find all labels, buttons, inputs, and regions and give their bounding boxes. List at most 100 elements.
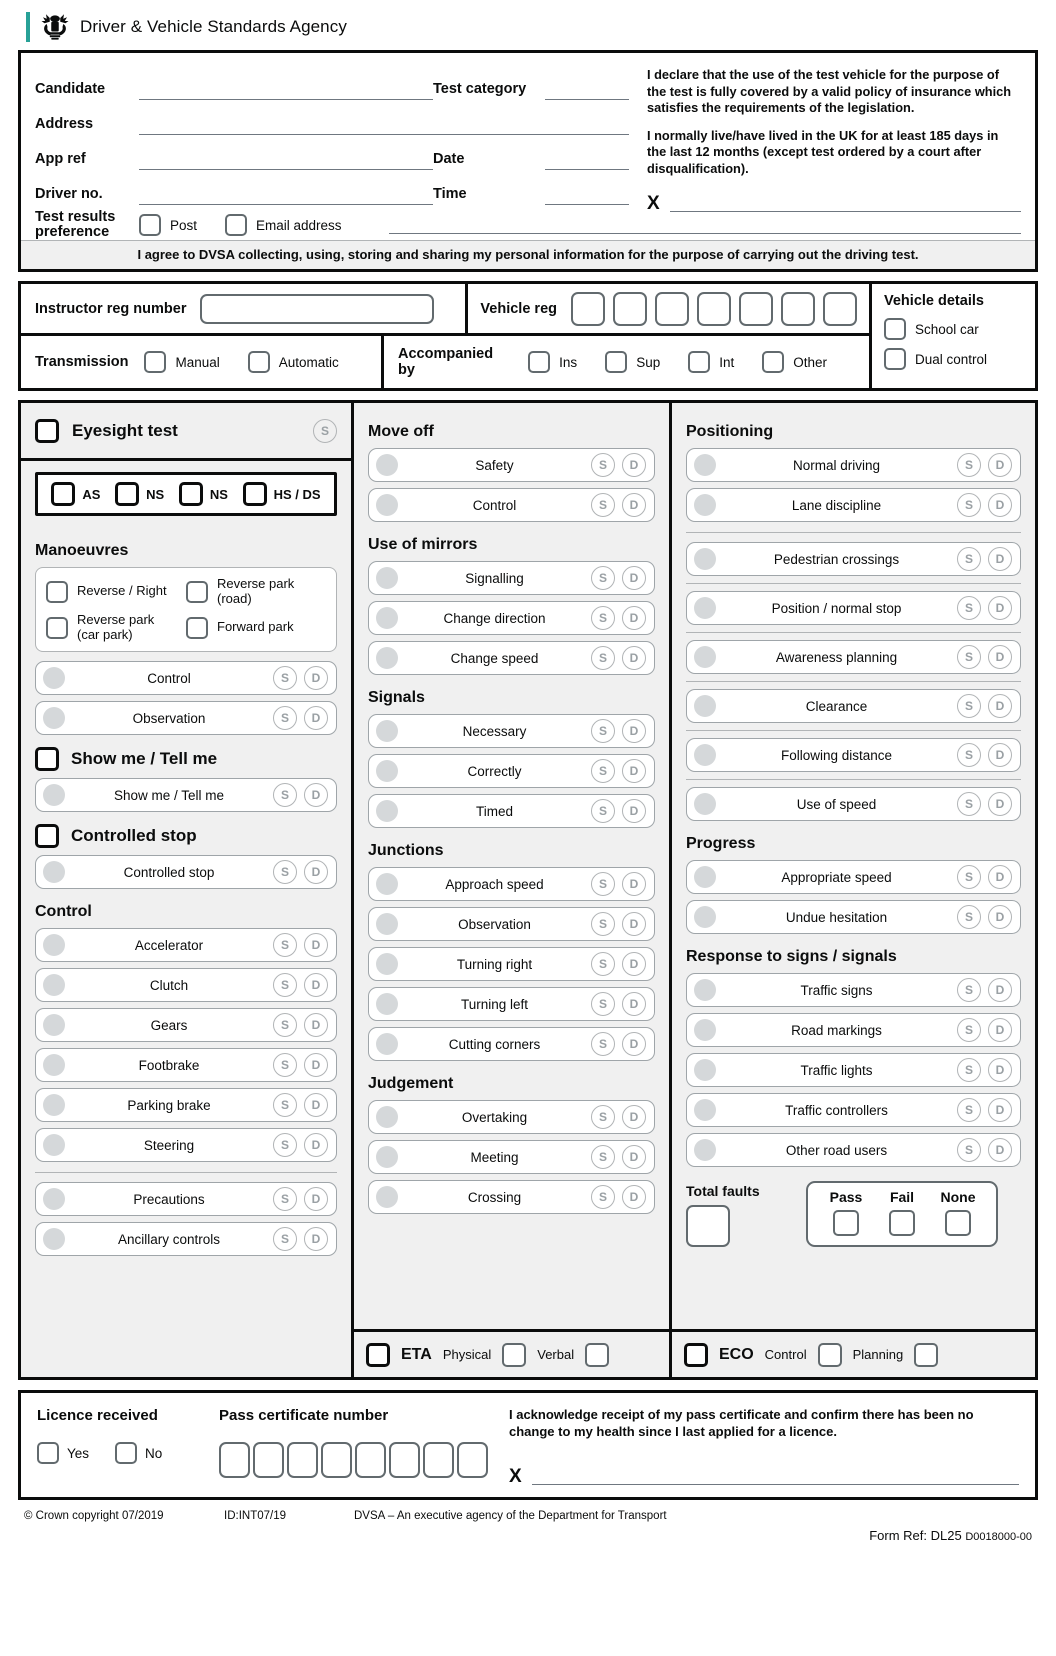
controlled-stop-checkbox[interactable]	[35, 824, 59, 848]
table-row[interactable]: Clutch S D	[35, 968, 337, 1002]
fault-tally-dot[interactable]	[376, 1033, 398, 1055]
serious-mark[interactable]: S	[957, 905, 981, 929]
dangerous-mark[interactable]: D	[622, 566, 646, 590]
fault-tally-dot[interactable]	[694, 597, 716, 619]
table-row[interactable]: Change direction S D	[368, 601, 655, 635]
transmission-option-automatic[interactable]: Automatic	[247, 351, 339, 373]
outcome-fail[interactable]: Fail	[874, 1189, 930, 1236]
serious-mark[interactable]: S	[591, 759, 615, 783]
dangerous-mark[interactable]: D	[988, 792, 1012, 816]
table-row[interactable]: Road markings S D	[686, 1013, 1021, 1047]
dangerous-mark[interactable]: D	[622, 872, 646, 896]
dangerous-mark[interactable]: D	[304, 783, 328, 807]
cert-box-5[interactable]	[355, 1442, 386, 1478]
fault-tally-dot[interactable]	[694, 1019, 716, 1041]
code-option-as[interactable]: AS	[51, 482, 100, 506]
fault-tally-dot[interactable]	[43, 667, 65, 689]
vehicle-detail-dual-control[interactable]: Dual control	[884, 348, 1023, 370]
dangerous-mark[interactable]: D	[304, 1013, 328, 1037]
licence-yes-checkbox[interactable]	[37, 1442, 59, 1464]
table-row[interactable]: Change speed S D	[368, 641, 655, 675]
vehicle-reg-box-3[interactable]	[655, 291, 689, 326]
serious-mark[interactable]: S	[591, 1032, 615, 1056]
dangerous-mark[interactable]: D	[304, 933, 328, 957]
dangerous-mark[interactable]: D	[988, 1058, 1012, 1082]
table-row[interactable]: Crossing S D	[368, 1180, 655, 1214]
dangerous-mark[interactable]: D	[622, 759, 646, 783]
accompanied-option-int[interactable]: Int	[688, 351, 734, 373]
eyesight-serious-mark[interactable]: S	[313, 418, 337, 443]
dangerous-mark[interactable]: D	[988, 645, 1012, 669]
dangerous-mark[interactable]: D	[988, 547, 1012, 571]
fault-tally-dot[interactable]	[694, 906, 716, 928]
ns2-checkbox[interactable]	[178, 482, 203, 506]
cert-box-1[interactable]	[219, 1442, 250, 1478]
table-row[interactable]: Meeting S D	[368, 1140, 655, 1174]
fault-tally-dot[interactable]	[43, 707, 65, 729]
dangerous-mark[interactable]: D	[622, 606, 646, 630]
table-row[interactable]: Footbrake S D	[35, 1048, 337, 1082]
table-row[interactable]: Observation S D	[35, 701, 337, 735]
serious-mark[interactable]: S	[273, 1013, 297, 1037]
serious-mark[interactable]: S	[957, 978, 981, 1002]
table-row[interactable]: Safety S D	[368, 448, 655, 482]
serious-mark[interactable]: S	[957, 743, 981, 767]
table-row[interactable]: Approach speed S D	[368, 867, 655, 901]
candidate-input[interactable]	[139, 99, 433, 100]
serious-mark[interactable]: S	[273, 666, 297, 690]
automatic-checkbox[interactable]	[247, 351, 270, 373]
dangerous-mark[interactable]: D	[622, 1032, 646, 1056]
serious-mark[interactable]: S	[273, 1227, 297, 1251]
fault-tally-dot[interactable]	[376, 800, 398, 822]
fault-tally-dot[interactable]	[376, 760, 398, 782]
table-row[interactable]: Pedestrian crossings S D	[686, 542, 1021, 576]
forward-park-checkbox[interactable]	[186, 616, 208, 639]
eco-planning-checkbox[interactable]	[914, 1342, 939, 1367]
test-category-input[interactable]	[545, 99, 629, 100]
vehicle-reg-box-7[interactable]	[823, 291, 857, 326]
serious-mark[interactable]: S	[591, 566, 615, 590]
serious-mark[interactable]: S	[591, 493, 615, 517]
fault-tally-dot[interactable]	[694, 979, 716, 1001]
other-checkbox[interactable]	[762, 351, 785, 373]
table-row[interactable]: Position / normal stop S D	[686, 591, 1021, 625]
eyesight-test-row[interactable]: Eyesight test S	[21, 403, 351, 461]
serious-mark[interactable]: S	[273, 783, 297, 807]
serious-mark[interactable]: S	[273, 1053, 297, 1077]
table-row[interactable]: Traffic lights S D	[686, 1053, 1021, 1087]
manoeuvre-reverse-park-carpark[interactable]: Reverse park (car park)	[46, 612, 186, 642]
table-row[interactable]: Overtaking S D	[368, 1100, 655, 1134]
fault-tally-dot[interactable]	[43, 1134, 65, 1156]
dangerous-mark[interactable]: D	[304, 860, 328, 884]
manoeuvre-forward-park[interactable]: Forward park	[186, 613, 326, 642]
cert-box-8[interactable]	[457, 1442, 488, 1478]
table-row[interactable]: Timed S D	[368, 794, 655, 828]
email-checkbox[interactable]	[225, 214, 248, 236]
reverse-right-checkbox[interactable]	[46, 580, 68, 603]
fault-tally-dot[interactable]	[694, 646, 716, 668]
dangerous-mark[interactable]: D	[622, 912, 646, 936]
serious-mark[interactable]: S	[957, 1138, 981, 1162]
fault-tally-dot[interactable]	[694, 454, 716, 476]
outcome-none[interactable]: None	[930, 1189, 986, 1236]
int-checkbox[interactable]	[688, 351, 711, 373]
fault-tally-dot[interactable]	[694, 1059, 716, 1081]
table-row[interactable]: Observation S D	[368, 907, 655, 941]
dual-control-checkbox[interactable]	[884, 348, 906, 370]
reverse-park-carpark-checkbox[interactable]	[46, 616, 68, 639]
table-row[interactable]: Clearance S D	[686, 689, 1021, 723]
dangerous-mark[interactable]: D	[622, 992, 646, 1016]
serious-mark[interactable]: S	[957, 792, 981, 816]
vehicle-reg-box-2[interactable]	[613, 291, 647, 326]
dangerous-mark[interactable]: D	[304, 666, 328, 690]
dangerous-mark[interactable]: D	[988, 1138, 1012, 1162]
code-option-ns1[interactable]: NS	[115, 482, 164, 506]
school-car-checkbox[interactable]	[884, 318, 906, 340]
accompanied-option-ins[interactable]: Ins	[528, 351, 577, 373]
table-row[interactable]: Use of speed S D	[686, 787, 1021, 821]
eta-checkbox[interactable]	[366, 1342, 390, 1367]
table-row[interactable]: Correctly S D	[368, 754, 655, 788]
serious-mark[interactable]: S	[591, 992, 615, 1016]
serious-mark[interactable]: S	[273, 706, 297, 730]
dangerous-mark[interactable]: D	[988, 453, 1012, 477]
